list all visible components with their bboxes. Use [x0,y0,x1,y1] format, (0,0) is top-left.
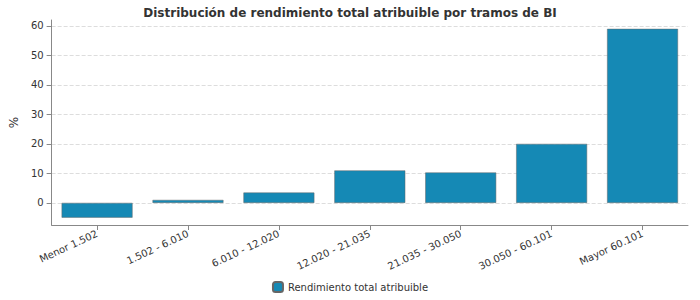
svg-text:Rendimiento total atribuible: Rendimiento total atribuible [288,282,428,293]
svg-text:%: % [7,117,21,128]
svg-text:12.020 - 21.035: 12.020 - 21.035 [295,228,372,272]
svg-text:Distribución de rendimiento to: Distribución de rendimiento total atribu… [143,6,556,20]
svg-text:0: 0 [37,197,43,208]
svg-text:60: 60 [31,20,44,31]
svg-text:20: 20 [31,138,44,149]
svg-text:Mayor 60.101: Mayor 60.101 [578,228,645,267]
svg-text:1.502 - 6.010: 1.502 - 6.010 [125,228,190,266]
svg-text:Menor 1.502: Menor 1.502 [38,228,100,265]
svg-text:21.035 - 30.050: 21.035 - 30.050 [386,228,463,272]
svg-text:50: 50 [31,50,44,61]
svg-text:30.050 - 60.101: 30.050 - 60.101 [477,228,554,272]
svg-text:40: 40 [31,79,44,90]
svg-text:30: 30 [31,109,44,120]
svg-text:10: 10 [31,168,44,179]
svg-text:6.010 - 12.020: 6.010 - 12.020 [210,228,281,269]
